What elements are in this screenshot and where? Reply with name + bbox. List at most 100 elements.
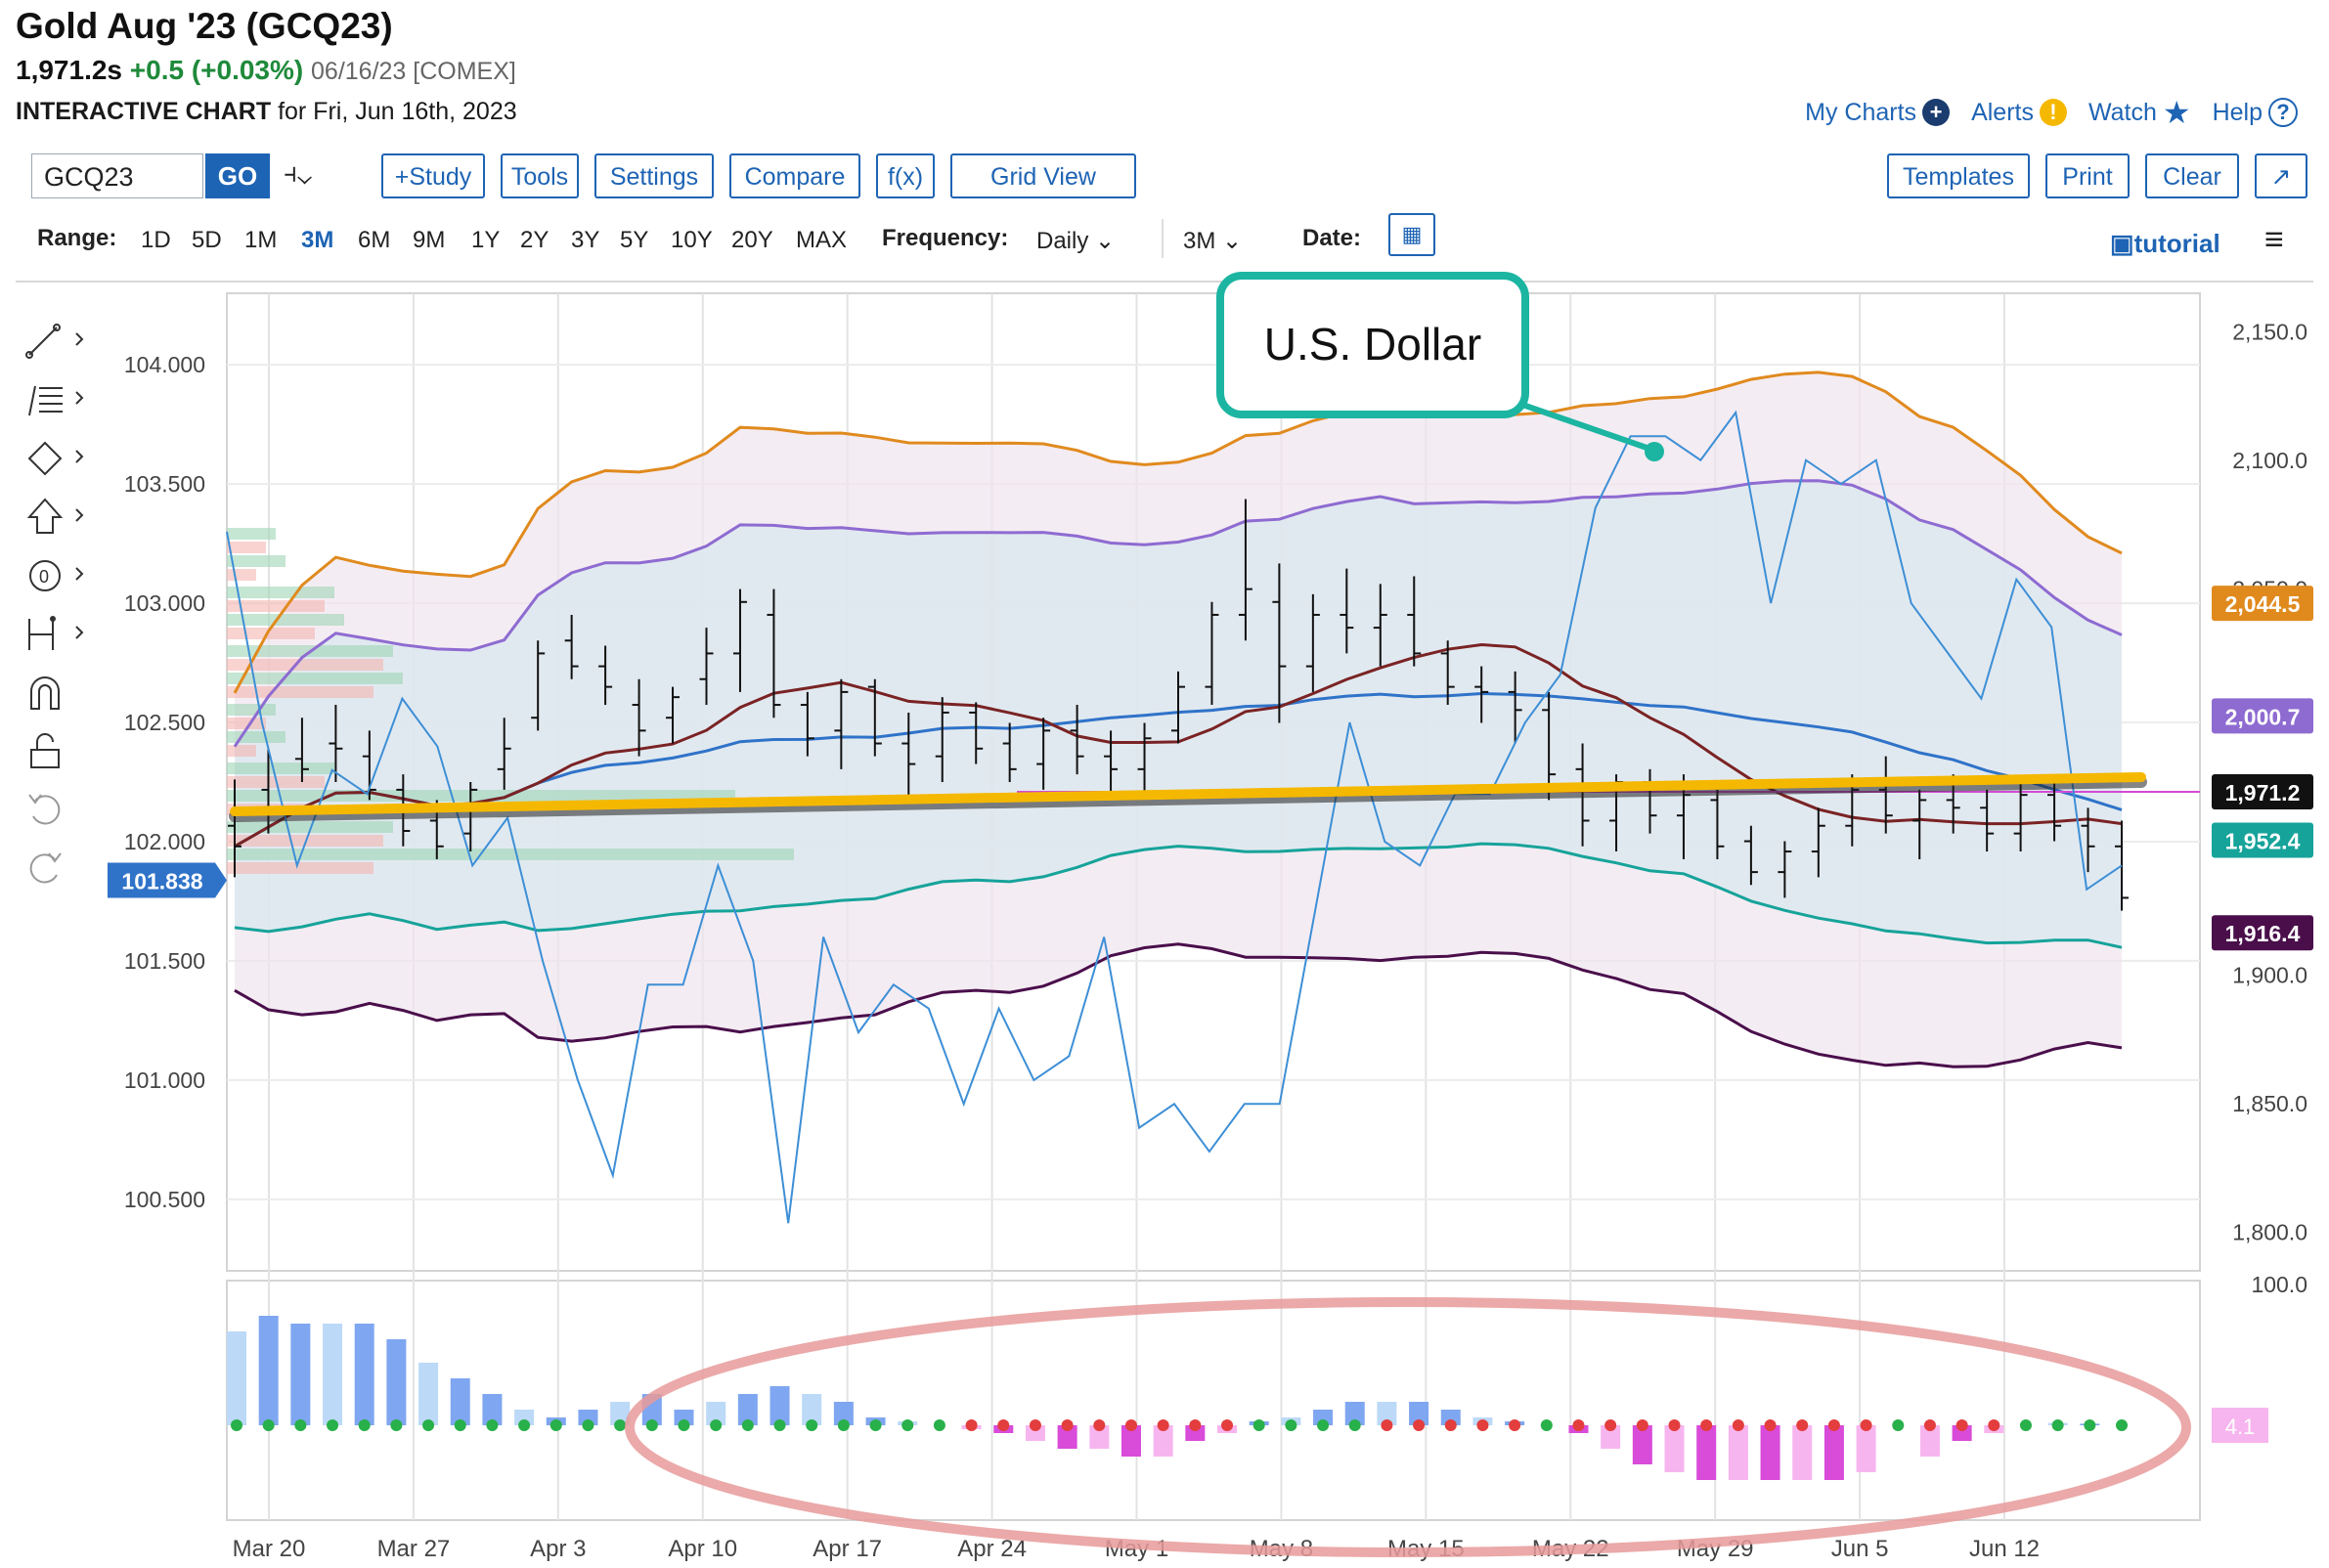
go-button[interactable]: GO [205,153,270,198]
histogram-dot [806,1419,818,1431]
range-5d[interactable]: 5D [192,227,222,253]
histogram-dot [486,1419,499,1431]
histogram-dot [1189,1419,1202,1431]
histogram-dot [2116,1419,2128,1431]
right-tick-label: 2,100.0 [2232,448,2307,473]
settings-button[interactable]: Settings [594,153,714,198]
volume-profile-bar [227,862,374,874]
grid-view-button[interactable]: Grid View [950,153,1136,198]
ohlc-bar [294,718,309,782]
histogram-dot [614,1419,627,1431]
dollar-current-text: 101.838 [121,868,202,893]
compare-button[interactable]: Compare [729,153,860,198]
frequency-dropdown[interactable]: Daily ⌄ [1036,227,1115,255]
print-button[interactable]: Print [2045,153,2130,198]
histogram-dot [1700,1419,1713,1431]
alerts-link[interactable]: Alerts ! [1971,94,2067,131]
ohlc-bar [1272,563,1287,723]
fx-button[interactable]: f(x) [876,153,935,198]
histogram-bar [674,1410,694,1425]
range-9m[interactable]: 9M [413,227,446,253]
purple-band-line [233,479,2123,748]
right-tick-label: 1,900.0 [2232,962,2307,987]
hamburger-menu-icon[interactable]: ≡ [2264,221,2284,258]
left-tick-label: 102.500 [124,710,205,735]
tutorial-link[interactable]: ▣tutorial [2110,229,2220,259]
calendar-button[interactable]: ▦ [1388,213,1435,256]
tools-button[interactable]: Tools [501,153,579,198]
measure-tool[interactable] [23,611,92,656]
shape-tool[interactable] [23,435,92,480]
arrow-tool[interactable] [23,494,92,539]
histogram-dot [997,1419,1010,1431]
volume-profile-bar [227,762,334,774]
period-value: 3M [1183,228,1216,254]
histogram-dot [933,1419,945,1431]
ohlc-bar [564,614,579,679]
price-change: +0.5 (+0.03%) [129,55,304,85]
line-tool[interactable] [23,318,92,363]
range-2y[interactable]: 2Y [520,227,549,253]
lock-tool[interactable] [23,728,92,773]
histogram-dot [1157,1419,1169,1431]
range-3m[interactable]: 3M [301,227,334,253]
range-20y[interactable]: 20Y [731,227,773,253]
price-label-text: 2,044.5 [2225,591,2301,617]
histogram-dot [1636,1419,1648,1431]
volume-profile-bar [227,686,374,698]
expand-button[interactable]: ↗ [2255,153,2307,198]
range-10y[interactable]: 10Y [671,227,713,253]
histogram-dot [1124,1419,1137,1431]
study-button[interactable]: +Study [381,153,485,198]
my-charts-link[interactable]: My Charts + [1805,94,1951,131]
histogram-dot [358,1419,371,1431]
range-max[interactable]: MAX [796,227,848,253]
price-label-tag [2212,915,2313,951]
magnet-tool[interactable] [23,670,92,715]
x-tick-label: Mar 27 [377,1536,451,1562]
histogram-dot [1381,1419,1393,1431]
range-1y[interactable]: 1Y [471,227,501,253]
histogram-bar [1824,1425,1844,1480]
fib-tool-icon [28,385,84,416]
date-label: Date: [1302,225,1362,251]
histogram-bar [1728,1425,1748,1480]
histogram-bar [1792,1425,1813,1480]
symbol-input[interactable]: GCQ23 [31,153,203,198]
histogram-dot [1444,1419,1457,1431]
support-trendline [230,772,2146,816]
x-tick-label: Mar 20 [233,1536,306,1562]
templates-button[interactable]: Templates [1887,153,2030,198]
watch-link[interactable]: Watch ★ [2088,94,2191,131]
dollar-index [226,410,2123,1224]
text-tool[interactable]: 0 [23,552,92,597]
redo-tool[interactable] [23,846,92,891]
histogram-dot [549,1419,562,1431]
x-tick-label: Jun 12 [1969,1536,2040,1562]
ohlc-bar [1104,730,1119,796]
range-6m[interactable]: 6M [358,227,391,253]
range-1d[interactable]: 1D [141,227,171,253]
histogram-dot [231,1419,242,1431]
undo-tool[interactable] [23,787,92,832]
fib-tool[interactable] [23,376,92,421]
histogram-bar [769,1386,790,1425]
left-tick-label: 103.500 [124,471,205,497]
range-3y[interactable]: 3Y [571,227,600,253]
line-tool-icon [25,324,84,359]
histogram [227,1316,2128,1480]
clear-button[interactable]: Clear [2145,153,2239,198]
range-5y[interactable]: 5Y [620,227,649,253]
ohlc-bar [1474,666,1489,723]
period-dropdown[interactable]: 3M ⌄ [1183,227,1242,255]
help-link[interactable]: Help ? [2213,94,2298,131]
range-1m[interactable]: 1M [244,227,278,253]
ohlc-bar [1407,576,1422,667]
volume-profile-bar [227,745,256,757]
bar-type-dropdown[interactable]: ⫞⌄ [284,157,342,196]
top-links: My Charts + Alerts ! Watch ★ Help ? [1805,94,2298,131]
histogram-dot [1476,1419,1489,1431]
ohlc-bar [2047,782,2062,842]
toolbar: GCQ23 GO ⫞⌄ +Study Tools Settings Compar… [31,153,2307,204]
